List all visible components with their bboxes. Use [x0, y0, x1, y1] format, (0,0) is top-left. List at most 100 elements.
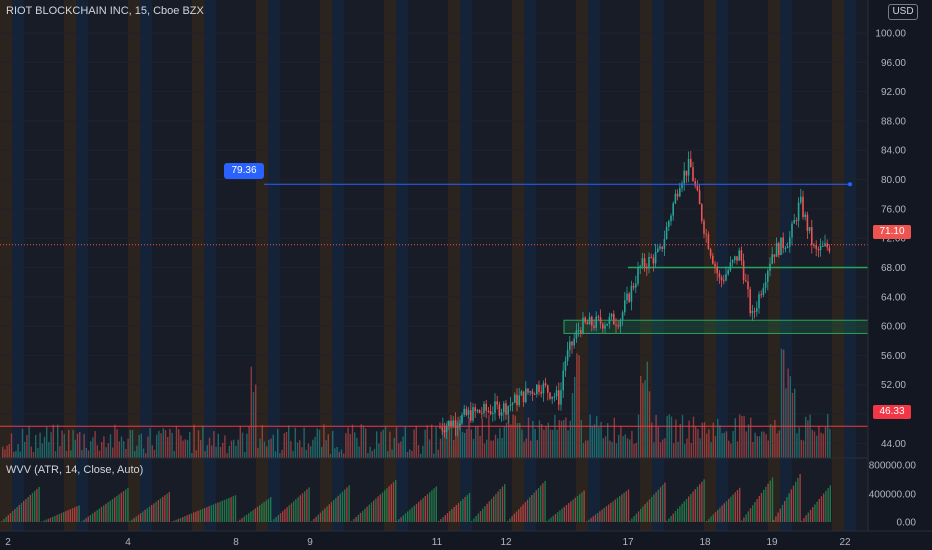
volume-bar [593, 424, 596, 458]
indicator-bar [653, 494, 655, 522]
volume-bar [774, 419, 776, 458]
indicator-bar [379, 494, 381, 522]
session-band [76, 0, 88, 531]
horizontal-line-handle[interactable] [848, 182, 852, 187]
indicator-bar [736, 490, 739, 522]
indicator-bar [133, 518, 135, 522]
volume-bar [98, 450, 101, 458]
candle-body [795, 220, 798, 222]
volume-bar [74, 439, 76, 458]
session-band [192, 0, 204, 531]
volume-bar [721, 433, 723, 458]
volume-bar [347, 427, 349, 458]
volume-bar [719, 425, 721, 458]
candle-body [569, 341, 571, 350]
volume-bar [215, 446, 217, 458]
indicator-bar [533, 492, 535, 522]
candle-body [500, 412, 503, 416]
candle-body [778, 243, 780, 256]
indicator-bar [288, 505, 290, 522]
candle-body [683, 170, 685, 184]
indicator-bar [659, 487, 662, 522]
candle-body [549, 392, 551, 399]
time-axis[interactable]: 2 4 8 9 11 12 17 18 19 22 [5, 537, 851, 548]
indicator-bar [248, 513, 250, 522]
indicator-bar [424, 496, 426, 522]
indicator-bar [561, 508, 563, 522]
volume-bar [767, 440, 769, 458]
candle-body [544, 383, 547, 386]
candle-body [665, 226, 668, 240]
volume-bar [604, 436, 607, 458]
volume-bar [142, 448, 145, 458]
volume-bar [283, 433, 285, 458]
candle-body [652, 257, 655, 264]
indicator-bar [435, 486, 437, 522]
volume-bar [688, 420, 690, 458]
horizontal-line-label[interactable]: 79.36 [224, 163, 264, 179]
indicator-bar [373, 500, 375, 522]
volume-bar [563, 420, 565, 458]
volume-bar [204, 451, 206, 458]
volume-bar [85, 447, 87, 458]
candle-body [758, 294, 760, 309]
volume-bar [351, 424, 354, 458]
indicator-bar [368, 504, 370, 522]
session-band [268, 0, 280, 531]
candle-body [560, 390, 562, 405]
indicator-bar [786, 497, 788, 522]
indicator-bar [629, 520, 631, 522]
symbol-title[interactable]: RIOT BLOCKCHAIN INC, 15, Cboe BZX [6, 5, 204, 17]
session-band [448, 0, 460, 531]
volume-bar [607, 423, 609, 458]
indicator-bar [640, 508, 642, 522]
indicator-bar [390, 484, 392, 522]
indicator-title[interactable]: WVV (ATR, 14, Close, Auto) [6, 464, 144, 476]
volume-bar [279, 453, 281, 458]
indicator-bar [431, 490, 433, 522]
indicator-bar [565, 504, 568, 522]
indicator-bar [355, 516, 357, 522]
candle-body [749, 289, 751, 314]
indicator-bar [679, 506, 681, 522]
candle-body [668, 221, 670, 227]
indicator-bar [801, 520, 803, 522]
candle-body [641, 258, 644, 266]
volume-bar [24, 441, 26, 458]
volume-bar [805, 416, 807, 458]
candle-body [793, 220, 795, 224]
indicator-bar [295, 499, 297, 522]
indicator-bar [765, 486, 767, 522]
indicator-bar [351, 521, 353, 522]
indicator-bar [3, 519, 5, 522]
candle-body [518, 395, 520, 406]
indicator-bar [708, 518, 710, 522]
candle-body [619, 320, 622, 327]
volume-bar [178, 429, 180, 458]
candle-body [571, 341, 573, 346]
volume-bar [776, 433, 778, 458]
currency-badge[interactable]: USD [888, 4, 918, 20]
candle-body [707, 234, 710, 250]
indicator-bar [612, 501, 614, 522]
volume-bar [512, 414, 514, 458]
volume-bar [380, 431, 382, 458]
volume-bar [26, 435, 28, 458]
volume-bar [270, 438, 272, 458]
session-band [332, 0, 344, 531]
volume-bar [585, 440, 587, 458]
volume-bar [131, 430, 134, 458]
price-axis[interactable]: 100.00 96.00 92.00 88.00 84.00 80.00 76.00 72.0… [875, 28, 906, 449]
volume-bar [59, 446, 61, 458]
volume-bar [61, 430, 63, 458]
candle-body [648, 256, 650, 269]
indicator-bar [583, 490, 585, 522]
volume-bar [367, 453, 369, 458]
indicator-bar [335, 497, 337, 522]
volume-bar [87, 450, 90, 458]
time-tick-label: 4 [125, 537, 131, 548]
volume-bar [92, 437, 94, 458]
indicator-bar [271, 521, 273, 522]
volume-bar [420, 453, 422, 458]
